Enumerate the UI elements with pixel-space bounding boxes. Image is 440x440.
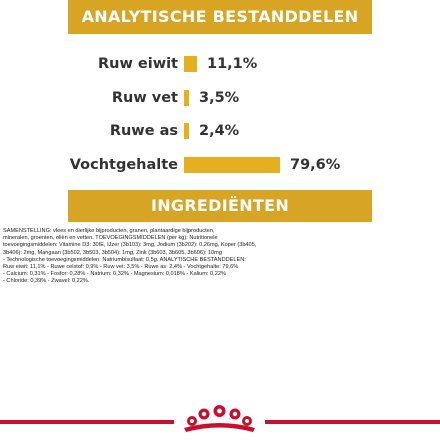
footer-divider-left	[0, 420, 174, 424]
footer-divider-right	[265, 420, 440, 424]
analytics-label: Ruw eiwit	[97, 56, 178, 72]
analytics-bar	[184, 123, 189, 139]
ingredients-line: - Chloride: 0,39% - Zwavel: 0,22%.	[3, 278, 90, 285]
analytics-label: Vochtgehalte	[69, 157, 178, 173]
analytics-bar	[184, 157, 280, 173]
analytics-heading: ANALYTISCHE BESTANDDELEN	[68, 0, 372, 34]
analytics-value: 79,6%	[290, 157, 341, 173]
analytics-bar	[184, 56, 197, 72]
ingredients-line: 3b406): 2mg, Mangaan (3b502, 3b503, 3b50…	[3, 249, 222, 256]
ingredients-line: - Technologische toevoegingsmiddelen: Na…	[3, 256, 246, 263]
analytics-row-protein: Ruw eiwit 11,1%	[0, 54, 440, 74]
ingredients-line: SAMENSTELLING: vlees en dierlijke bijpro…	[3, 228, 215, 234]
ingredients-line: Ruw eiwit: 11,1% - Ruwe celstof: 0,9% - …	[3, 264, 239, 271]
ingredients-heading: INGREDIËNTEN	[68, 190, 372, 222]
analytics-label: Ruwe as	[109, 123, 178, 139]
analytics-label: Ruw vet	[111, 90, 178, 106]
analytics-value: 3,5%	[199, 90, 240, 106]
ingredients-text: SAMENSTELLING: vlees en dierlijke bijpro…	[3, 228, 435, 286]
ingredients-line: toevoegingsmiddelen: Vitamine D3: 30IE, …	[3, 242, 257, 249]
ingredients-line: mineralen, groenten, oliën en vetten. TO…	[3, 235, 218, 242]
analytics-bar	[184, 90, 189, 106]
analytics-row-fat: Ruw vet 3,5%	[0, 88, 440, 108]
ingredients-line: - Calcium: 0,31% - Fosfor: 0,28% - Natri…	[3, 271, 226, 278]
analytics-value: 11,1%	[207, 56, 258, 72]
analytics-row-moisture: Vochtgehalte 79,6%	[0, 155, 440, 175]
analytics-row-ash: Ruwe as 2,4%	[0, 121, 440, 141]
royal-canin-crown-icon	[184, 405, 255, 432]
analytics-value: 2,4%	[199, 123, 240, 139]
